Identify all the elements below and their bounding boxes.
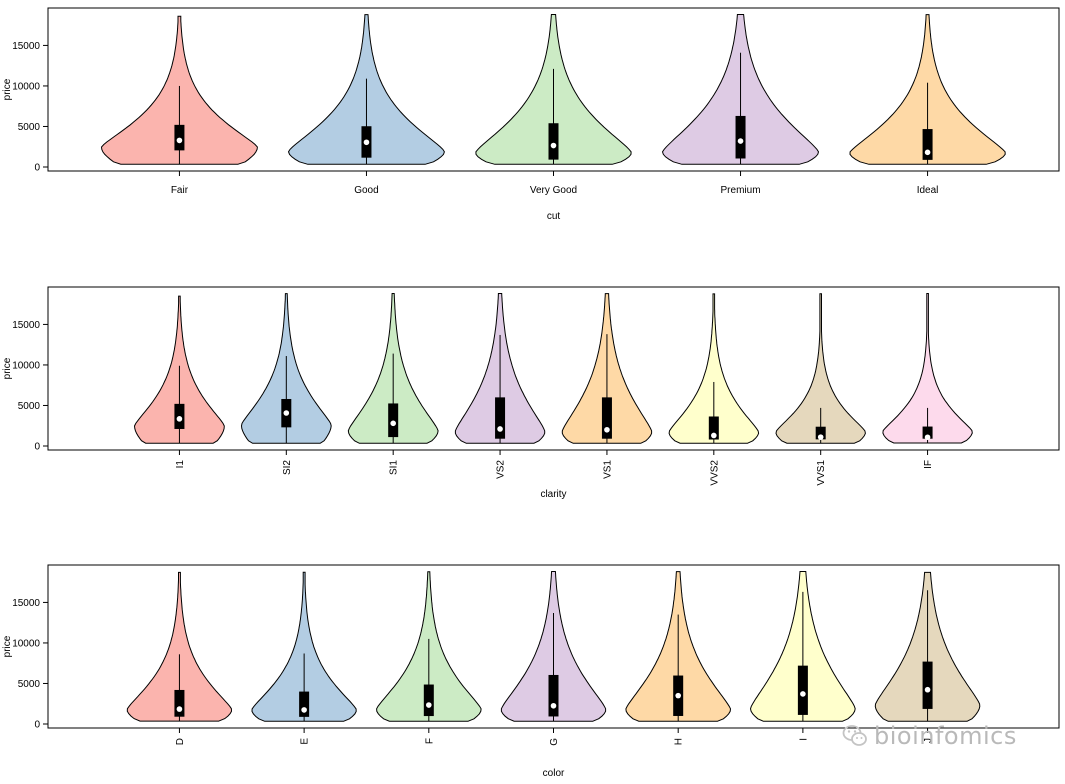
violin-D — [126, 571, 233, 722]
wechat-icon — [842, 725, 867, 746]
median-dot-J — [924, 686, 931, 693]
median-dot-VVS1 — [817, 434, 824, 440]
plot-frame — [47, 286, 1060, 451]
x-tick-label: J — [923, 738, 934, 743]
median-dot-Premium — [737, 138, 744, 144]
median-dot-SI1 — [390, 420, 396, 427]
x-tick-label: Ideal — [917, 185, 939, 196]
x-tick-label: Premium — [721, 185, 761, 196]
y-axis-label: price — [2, 635, 13, 657]
violin-VVS1 — [775, 293, 866, 444]
median-dot-VS2 — [497, 426, 503, 432]
y-tick-label: 0 — [34, 442, 40, 453]
median-dot-I — [800, 691, 806, 697]
iqr-box-F — [423, 684, 434, 717]
median-dot-Good — [363, 139, 370, 146]
x-tick-label: F — [424, 738, 435, 744]
iqr-box-D — [174, 689, 185, 717]
median-dot-Very Good — [550, 142, 557, 149]
y-tick-label: 15000 — [12, 41, 40, 52]
x-tick-label: VVS1 — [816, 460, 827, 486]
violin-IF — [882, 293, 973, 444]
watermark-text: bioinfomics — [874, 722, 1017, 750]
y-axis-label: price — [2, 357, 13, 379]
x-tick-label: VS1 — [602, 460, 613, 479]
median-dot-H — [675, 692, 681, 699]
y-tick-label: 10000 — [12, 638, 40, 649]
x-axis-label: clarity — [540, 489, 566, 500]
x-tick-label: SI1 — [389, 460, 400, 475]
x-tick-label: VS2 — [496, 460, 507, 479]
y-tick-label: 5000 — [18, 122, 41, 133]
median-dot-SI2 — [283, 410, 290, 416]
x-axis-label: cut — [547, 211, 561, 222]
median-dot-VS1 — [604, 426, 610, 433]
x-tick-label: SI2 — [282, 460, 293, 475]
iqr-box-VS1 — [601, 397, 612, 439]
iqr-box-IF — [922, 426, 933, 439]
iqr-box-G — [548, 674, 559, 717]
iqr-box-I — [797, 665, 808, 715]
y-tick-label: 10000 — [12, 81, 40, 92]
violin-VVS2 — [668, 293, 760, 444]
x-tick-label: G — [549, 738, 560, 746]
median-dot-F — [426, 702, 432, 708]
x-tick-label: VVS2 — [709, 460, 720, 486]
y-tick-label: 5000 — [18, 679, 41, 690]
x-tick-label: H — [674, 738, 685, 745]
iqr-box-VS2 — [495, 397, 506, 439]
x-tick-label: IF — [923, 460, 934, 469]
y-tick-label: 15000 — [12, 320, 40, 331]
median-dot-G — [550, 702, 557, 709]
y-tick-label: 5000 — [18, 401, 41, 412]
y-axis-label: price — [2, 78, 13, 100]
x-tick-label: E — [300, 738, 311, 745]
y-tick-label: 15000 — [12, 598, 40, 609]
iqr-box-Premium — [735, 115, 746, 159]
x-tick-label: Good — [354, 185, 378, 196]
panel-clarity: 0 5000 10000 15000 price clarity I1 SI2 SI1 VS2 VS… — [2, 286, 1060, 500]
x-tick-label: Fair — [171, 185, 189, 196]
median-dot-IF — [924, 434, 931, 441]
x-tick-label: I1 — [175, 460, 186, 469]
iqr-box-Ideal — [922, 129, 933, 160]
panel-cut: 0 5000 10000 15000 price cut Fair Good Very Good… — [2, 7, 1060, 222]
y-tick-label: 0 — [34, 163, 40, 174]
median-dot-E — [301, 707, 307, 713]
x-axis-label: color — [543, 768, 565, 779]
iqr-box-E — [299, 691, 310, 717]
iqr-box-VVS2 — [708, 416, 719, 440]
y-tick-label: 0 — [34, 720, 40, 731]
panel-color: 0 5000 10000 15000 price color D E F G H I J — [2, 564, 1060, 779]
x-tick-label: I — [798, 738, 809, 741]
iqr-box-SI1 — [388, 403, 399, 438]
x-tick-label: Very Good — [530, 185, 577, 196]
median-dot-Fair — [176, 137, 183, 144]
iqr-box-Very Good — [548, 123, 559, 160]
y-tick-label: 10000 — [12, 360, 40, 371]
iqr-box-J — [922, 661, 933, 709]
x-tick-label: D — [175, 738, 186, 745]
violin-E — [251, 571, 357, 722]
median-dot-D — [176, 706, 183, 712]
median-dot-Ideal — [924, 149, 931, 156]
median-dot-I1 — [176, 416, 183, 422]
watermark: bioinfomics — [842, 722, 1017, 750]
iqr-box-VVS1 — [815, 426, 826, 440]
median-dot-VVS2 — [711, 432, 717, 439]
